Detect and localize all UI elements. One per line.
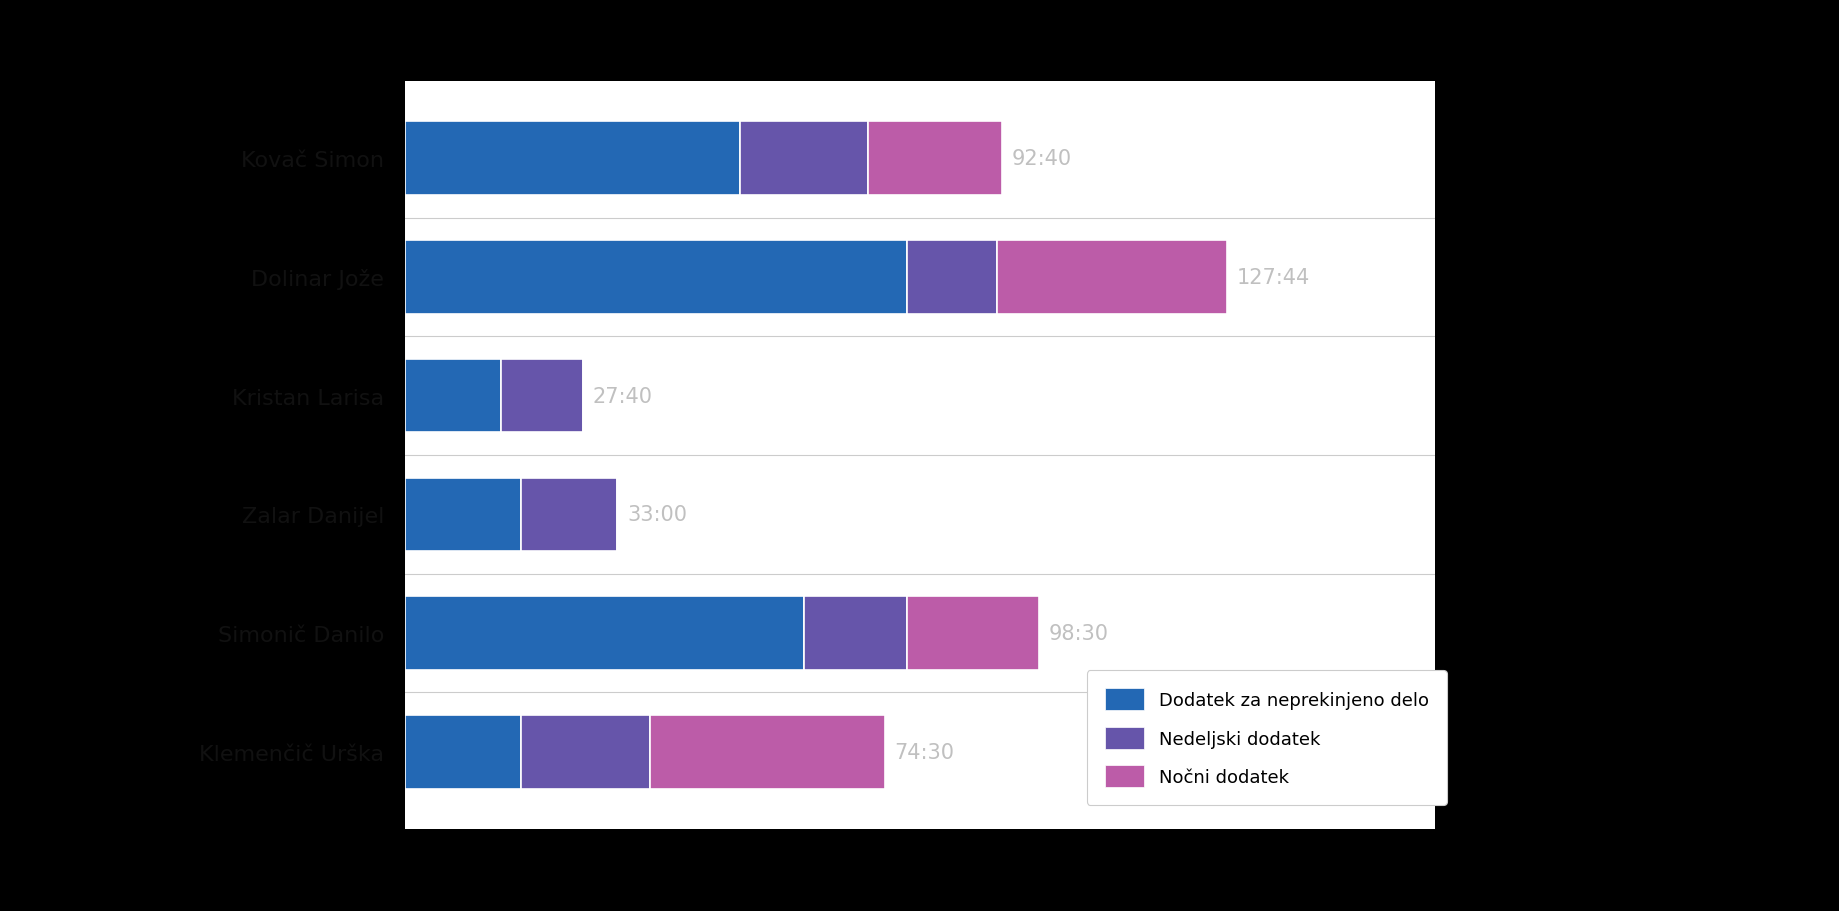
Text: 74:30: 74:30	[894, 742, 954, 762]
Bar	[520, 478, 618, 551]
Bar	[500, 360, 583, 433]
Text: 27:40: 27:40	[592, 386, 653, 406]
Bar	[907, 597, 1039, 670]
Bar	[405, 478, 520, 551]
Text: 92:40: 92:40	[1011, 149, 1070, 169]
Bar	[868, 122, 1000, 196]
Text: 33:00: 33:00	[627, 505, 686, 525]
Bar	[907, 241, 997, 314]
Text: 127:44: 127:44	[1236, 268, 1309, 288]
Bar	[804, 597, 907, 670]
Bar	[997, 241, 1227, 314]
Bar	[520, 715, 649, 789]
Bar	[405, 360, 500, 433]
Bar	[405, 715, 520, 789]
Bar	[405, 122, 739, 196]
Bar	[405, 241, 907, 314]
Legend: Dodatek za neprekinjeno delo, Nedeljski dodatek, Nočni dodatek: Dodatek za neprekinjeno delo, Nedeljski …	[1085, 670, 1445, 805]
Text: 98:30: 98:30	[1048, 623, 1109, 643]
Bar	[649, 715, 885, 789]
Bar	[739, 122, 868, 196]
Bar	[405, 597, 804, 670]
